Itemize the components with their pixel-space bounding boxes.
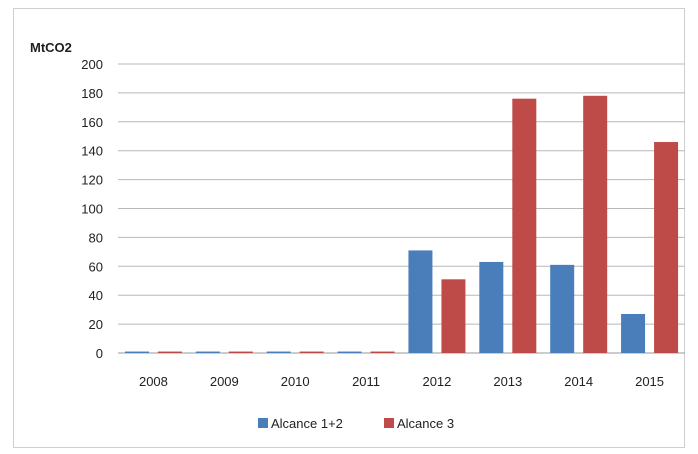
bar-alcance-1-2-2008: [124, 351, 149, 353]
y-tick-label: 0: [96, 346, 103, 361]
legend-swatch-alcance-1-2: [258, 418, 268, 428]
y-tick-label: 120: [81, 173, 103, 188]
x-tick-label: 2014: [564, 374, 593, 389]
legend-swatch-alcance-3: [384, 418, 394, 428]
bar-alcance-1-2-2015: [621, 313, 646, 353]
y-tick-label: 180: [81, 86, 103, 101]
y-tick-label: 200: [81, 57, 103, 72]
y-tick-labels: 0 20 40 60 80 100 120 140 160 180 200: [81, 57, 103, 361]
bar-alcance-3-2011: [370, 351, 395, 353]
bar-alcance-1-2-2014: [550, 264, 575, 353]
y-axis-label: MtCO2: [30, 40, 72, 55]
bar-alcance-1-2-2010: [266, 351, 291, 353]
y-tick-label: 100: [81, 202, 103, 217]
x-tick-label: 2010: [281, 374, 310, 389]
bar-alcance-1-2-2011: [337, 351, 362, 353]
y-tick-label: 140: [81, 144, 103, 159]
x-tick-label: 2013: [493, 374, 522, 389]
bar-alcance-3-2015: [654, 142, 679, 353]
x-tick-label: 2009: [210, 374, 239, 389]
bar-alcance-1-2-2009: [195, 351, 220, 353]
y-tick-label: 40: [89, 288, 103, 303]
bar-alcance-1-2-2013: [479, 261, 504, 353]
legend: Alcance 1+2 Alcance 3: [258, 416, 454, 431]
x-tick-labels: 2008 2009 2010 2011 2012 2013 2014 2015: [139, 374, 664, 389]
bar-alcance-3-2013: [512, 98, 537, 354]
bar-alcance-3-2009: [228, 351, 253, 353]
bars: [124, 95, 679, 354]
x-tick-label: 2011: [352, 374, 380, 389]
x-tick-label: 2012: [422, 374, 451, 389]
y-tick-label: 80: [89, 230, 103, 245]
y-tick-label: 20: [89, 317, 103, 332]
chart-frame: [13, 8, 685, 448]
bar-alcance-3-2012: [441, 279, 466, 353]
y-tick-label: 60: [89, 259, 103, 274]
bar-alcance-3-2014: [583, 95, 608, 353]
legend-label-alcance-1-2: Alcance 1+2: [271, 416, 343, 431]
y-tick-label: 160: [81, 115, 103, 130]
legend-label-alcance-3: Alcance 3: [397, 416, 454, 431]
bar-alcance-3-2010: [299, 351, 324, 353]
x-tick-label: 2015: [635, 374, 664, 389]
x-tick-label: 2008: [139, 374, 168, 389]
bar-alcance-1-2-2012: [408, 250, 433, 353]
bar-alcance-3-2008: [157, 351, 182, 353]
